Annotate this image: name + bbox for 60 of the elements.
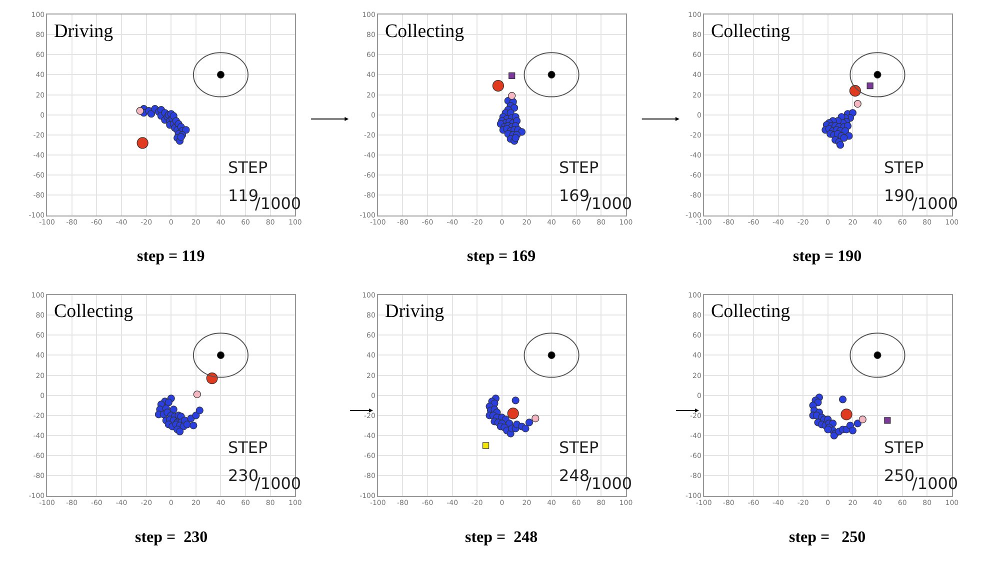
text: step = 169 <box>467 248 536 265</box>
point <box>836 141 844 149</box>
annotation: STEP <box>228 438 268 457</box>
annotation: /1000 <box>912 474 958 493</box>
point <box>216 70 225 79</box>
point <box>508 92 516 100</box>
chart-title: Driving <box>385 301 445 322</box>
point <box>192 412 200 420</box>
annotation: 190 <box>884 186 915 205</box>
point <box>858 416 866 424</box>
point <box>196 406 204 414</box>
chart-title: Driving <box>54 21 114 42</box>
text: step = 190 <box>793 248 862 265</box>
point <box>193 390 201 398</box>
point <box>838 396 847 404</box>
point <box>176 428 184 436</box>
point <box>548 70 556 79</box>
chart-title: Collecting <box>54 301 134 322</box>
text: step = 119 <box>137 248 205 265</box>
annotation: STEP <box>884 438 924 457</box>
point <box>525 418 534 426</box>
point <box>216 351 225 360</box>
point <box>866 82 874 90</box>
chart-title: Collecting <box>711 301 791 322</box>
point <box>522 424 530 432</box>
point <box>183 420 192 428</box>
point <box>854 100 862 108</box>
annotation: STEP <box>559 158 600 177</box>
point <box>136 137 148 149</box>
point <box>512 396 520 404</box>
point <box>849 84 861 97</box>
point <box>840 408 852 420</box>
annotation: 250 <box>884 466 915 485</box>
annotation: STEP <box>884 158 924 177</box>
annotation: /1000 <box>912 194 958 213</box>
point <box>848 426 856 434</box>
point <box>854 420 862 428</box>
point <box>508 72 516 80</box>
point <box>548 351 556 360</box>
point <box>512 134 520 142</box>
point <box>492 80 504 92</box>
text: step = 250 <box>789 529 866 546</box>
point <box>840 134 848 142</box>
text: step = 230 <box>135 529 208 546</box>
point <box>136 107 144 115</box>
point <box>874 351 882 360</box>
point <box>164 398 172 406</box>
point <box>190 422 198 430</box>
chart-title: Collecting <box>385 21 465 42</box>
point <box>147 110 156 118</box>
point <box>182 126 190 134</box>
text: step = 248 <box>465 529 538 546</box>
point <box>874 70 882 79</box>
point <box>532 414 540 422</box>
chart-title: Collecting <box>711 21 791 42</box>
annotation: STEP <box>559 438 600 457</box>
annotation: STEP <box>228 158 268 177</box>
point <box>507 408 519 420</box>
point <box>482 442 490 449</box>
point <box>884 417 891 424</box>
